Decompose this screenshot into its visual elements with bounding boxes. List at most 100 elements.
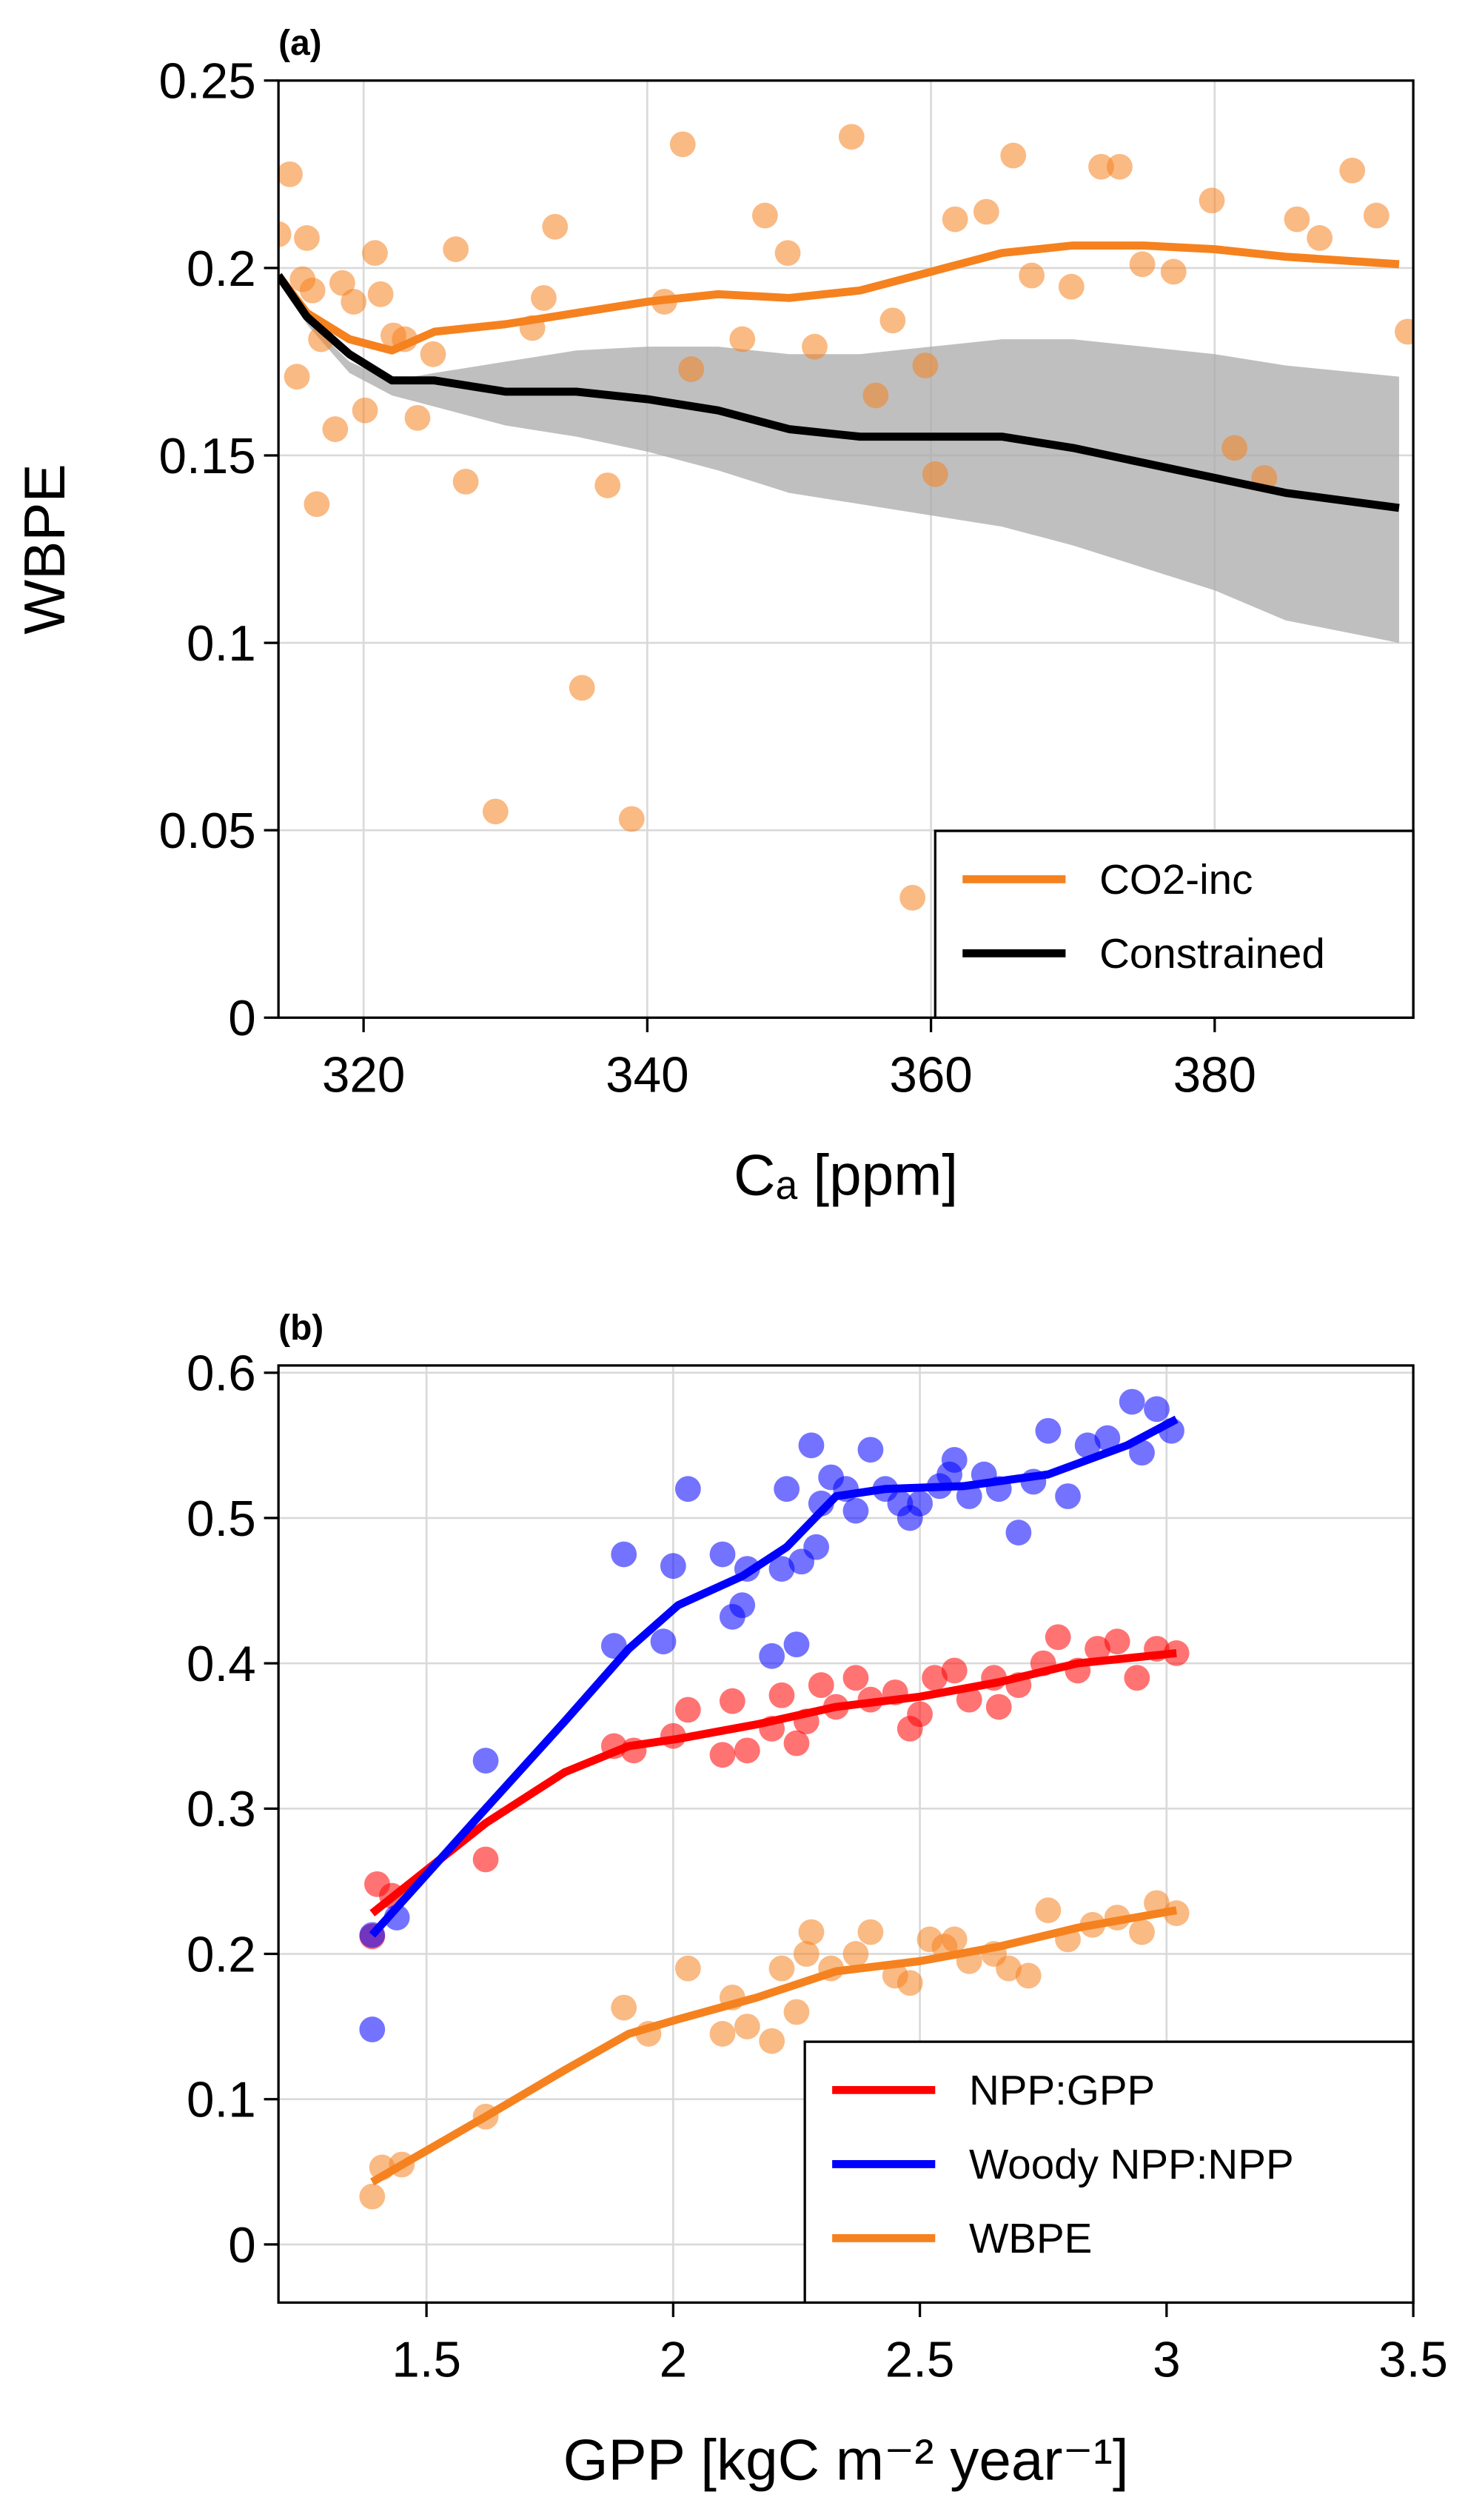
data-point: [1129, 1440, 1155, 1466]
data-point: [618, 806, 645, 832]
data-point: [768, 1955, 795, 1982]
data-point: [359, 2183, 386, 2210]
data-point: [907, 1490, 933, 1517]
data-point: [359, 2016, 386, 2042]
legend-box: [803, 2040, 1415, 2305]
data-point: [985, 1694, 1012, 1720]
x-tick-label: 340: [606, 1047, 688, 1103]
data-point: [452, 469, 479, 495]
line: [369, 1415, 1179, 1938]
data-point: [569, 675, 595, 701]
data-point: [278, 161, 303, 187]
uncertainty-band: [278, 275, 1399, 644]
data-point: [472, 1748, 499, 1774]
data-point: [879, 307, 906, 334]
legend-label: WBPE: [969, 2215, 1092, 2262]
data-point: [420, 341, 446, 367]
data-point: [802, 333, 828, 360]
data-point: [660, 1553, 686, 1580]
y-tick-label: 0.05: [159, 803, 256, 859]
line: [369, 1648, 1177, 1916]
data-point: [1005, 1520, 1032, 1545]
data-point: [768, 1556, 795, 1582]
data-point: [1339, 157, 1366, 184]
data-point: [1160, 258, 1187, 285]
data-point: [1104, 1628, 1130, 1655]
y-tick-label: 0.1: [187, 616, 256, 672]
data-point: [367, 281, 394, 307]
data-point: [941, 1926, 968, 1953]
data-point: [941, 1447, 968, 1473]
y-tick-label: 0.2: [187, 1927, 256, 1982]
y-tick-label: 0.15: [159, 429, 256, 484]
data-point: [1094, 1425, 1121, 1451]
data-point: [842, 1497, 869, 1524]
data-point: [942, 206, 968, 233]
data-point: [842, 1665, 869, 1691]
data-point: [1085, 1636, 1110, 1662]
line: [370, 1906, 1178, 2186]
data-point: [768, 1682, 795, 1708]
x-tick-label: 3.5: [1378, 2332, 1448, 2387]
panel-label: (b): [278, 1309, 324, 1348]
data-point: [798, 1919, 825, 1945]
data-point: [973, 198, 999, 225]
data-point: [798, 1432, 825, 1459]
y-tick-label: 0.5: [187, 1491, 256, 1547]
legend-label: Woody NPP:NPP: [969, 2141, 1294, 2188]
data-point: [899, 884, 926, 911]
data-point: [1035, 1897, 1062, 1924]
data-point: [907, 1701, 933, 1728]
x-tick-label: 2.5: [885, 2332, 955, 2387]
data-point: [759, 2028, 785, 2054]
data-point: [1074, 1432, 1101, 1459]
data-point: [674, 1697, 701, 1723]
data-point: [1129, 251, 1156, 278]
x-tick-label: 320: [322, 1047, 405, 1103]
data-point: [352, 397, 378, 424]
data-point: [1088, 153, 1114, 180]
x-tick-label: 1.5: [392, 2332, 461, 2387]
data-point: [443, 236, 469, 262]
data-point: [783, 1730, 810, 1757]
line: [278, 241, 1400, 355]
data-point: [1199, 187, 1225, 214]
data-point: [1107, 153, 1133, 180]
data-point: [1144, 1396, 1170, 1423]
x-axis-label: Cₐ [ppm]: [734, 1142, 958, 1207]
data-point: [803, 1534, 830, 1560]
y-axis-label: WBPE: [12, 464, 77, 634]
y-tick-label: 0.2: [187, 241, 256, 297]
data-point: [1000, 142, 1027, 169]
y-tick-label: 0: [228, 991, 255, 1046]
data-point: [857, 1919, 884, 1945]
data-point: [752, 202, 778, 229]
data-point: [838, 124, 865, 150]
data-point: [1045, 1624, 1071, 1651]
data-point: [759, 1642, 785, 1669]
data-point: [650, 1628, 677, 1655]
data-point: [709, 1541, 736, 1568]
x-tick-label: 380: [1173, 1047, 1256, 1103]
panel-label: (a): [278, 24, 321, 63]
data-point: [1119, 1388, 1145, 1415]
x-axis-label: GPP [kgC m⁻² year⁻¹]: [563, 2427, 1129, 2493]
data-point: [842, 1941, 869, 1967]
axes-frame: [277, 79, 1415, 1019]
data-point: [808, 1672, 834, 1698]
data-point: [362, 240, 388, 267]
data-point: [1058, 273, 1085, 300]
data-point: [1284, 206, 1310, 233]
data-point: [611, 1994, 637, 2021]
data-point: [734, 2013, 760, 2040]
data-point: [709, 2021, 736, 2047]
data-point: [611, 1541, 637, 1568]
data-point: [1363, 202, 1390, 229]
data-point: [1035, 1417, 1062, 1444]
data-point: [278, 221, 292, 247]
legend-label: CO2-inc: [1099, 856, 1253, 903]
data-point: [542, 213, 569, 240]
data-point: [729, 1592, 756, 1619]
